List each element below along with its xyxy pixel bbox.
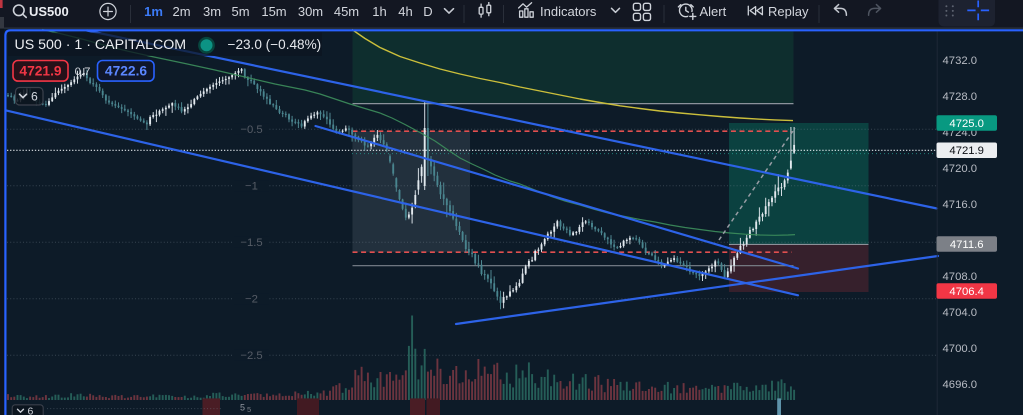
svg-text:4h: 4h: [398, 4, 412, 19]
svg-text:D: D: [423, 4, 432, 19]
svg-text:4722.6: 4722.6: [105, 64, 148, 79]
svg-text:−2.5: −2.5: [240, 350, 262, 362]
svg-text:3m: 3m: [203, 4, 221, 19]
svg-text:4721.9: 4721.9: [949, 145, 984, 157]
svg-text:4732.0: 4732.0: [943, 55, 978, 67]
svg-text:2m: 2m: [172, 4, 190, 19]
svg-text:30m: 30m: [298, 4, 323, 19]
svg-text:15m: 15m: [261, 4, 286, 19]
svg-text:4725.0: 4725.0: [949, 118, 984, 130]
svg-text:5m: 5m: [231, 4, 249, 19]
svg-text:US500: US500: [29, 4, 69, 19]
svg-text:4720.0: 4720.0: [943, 163, 978, 175]
svg-text:1h: 1h: [372, 4, 386, 19]
svg-text:4704.0: 4704.0: [943, 307, 978, 319]
svg-text:5: 5: [247, 405, 251, 414]
svg-text:Replay: Replay: [768, 4, 809, 19]
svg-text:Alert: Alert: [700, 4, 727, 19]
svg-text:−1.5: −1.5: [240, 237, 262, 249]
svg-text:4706.4: 4706.4: [949, 286, 984, 298]
svg-text:4728.0: 4728.0: [943, 91, 978, 103]
svg-text:4700.0: 4700.0: [943, 343, 978, 355]
svg-text:−0.5: −0.5: [240, 124, 262, 136]
svg-text:4716.0: 4716.0: [943, 199, 978, 211]
svg-text:6: 6: [28, 406, 34, 415]
svg-text:−1: −1: [245, 181, 258, 193]
svg-text:45m: 45m: [334, 4, 359, 19]
svg-text:Indicators: Indicators: [540, 4, 597, 19]
svg-text:0.7: 0.7: [75, 66, 91, 78]
svg-text:4711.6: 4711.6: [950, 239, 984, 251]
svg-text:6: 6: [31, 90, 38, 104]
svg-text:4708.0: 4708.0: [943, 271, 978, 283]
svg-text:5: 5: [240, 403, 245, 413]
svg-text:−23.0 (−0.48%): −23.0 (−0.48%): [228, 37, 322, 52]
svg-text:4696.0: 4696.0: [943, 379, 978, 391]
svg-text:−2: −2: [245, 294, 258, 306]
svg-text:1m: 1m: [144, 4, 163, 19]
svg-text:4721.9: 4721.9: [19, 64, 62, 79]
svg-text:US 500 · 1 · CAPITALCOM: US 500 · 1 · CAPITALCOM: [15, 37, 187, 53]
